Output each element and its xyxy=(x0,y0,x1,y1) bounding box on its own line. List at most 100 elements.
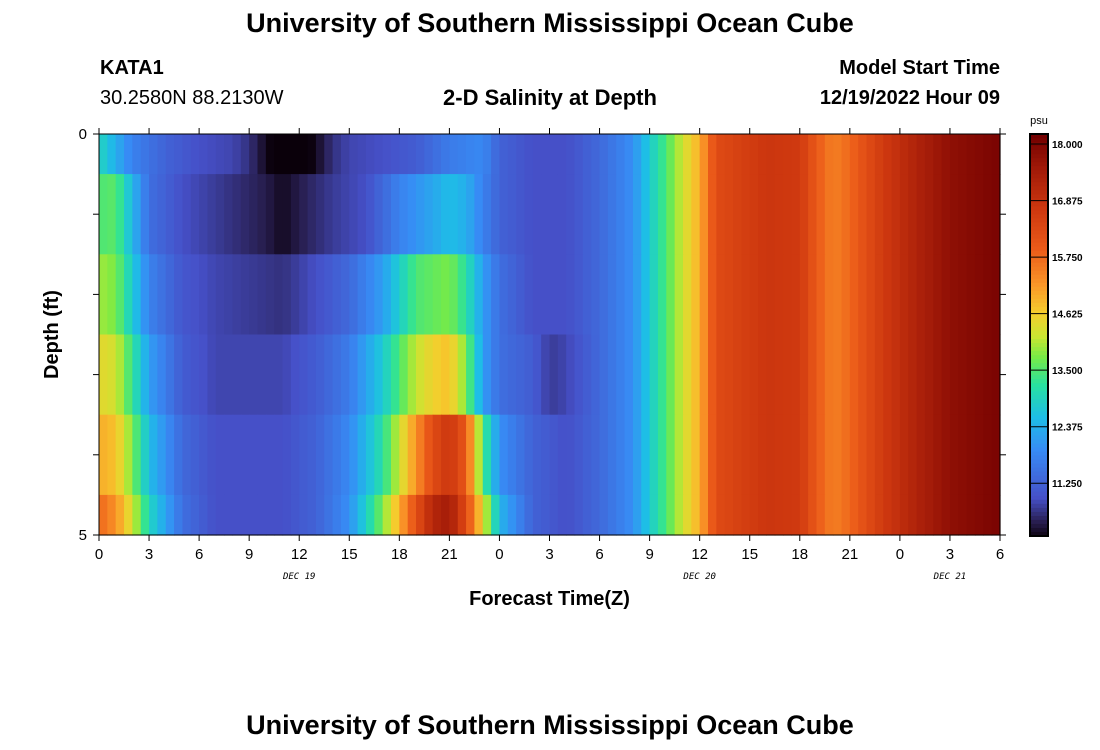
x-axis-title: Forecast Time(Z) xyxy=(469,588,630,610)
heatmap-cell xyxy=(574,414,584,496)
heatmap-cell xyxy=(733,254,742,336)
heatmap-cell xyxy=(791,334,801,416)
heatmap-cell xyxy=(307,414,317,496)
heatmap-cell xyxy=(966,334,976,416)
heatmap-cell xyxy=(265,414,275,496)
heatmap-cell xyxy=(724,254,734,336)
heatmap-cell xyxy=(549,174,559,255)
heatmap-cell xyxy=(924,174,934,255)
heatmap-cell xyxy=(482,174,492,255)
colorbar-segment xyxy=(1030,330,1048,336)
heatmap-cell xyxy=(149,134,158,175)
heatmap-cell xyxy=(916,174,926,255)
heatmap-cell xyxy=(224,134,234,175)
heatmap-cell xyxy=(916,254,926,336)
x-tick-label: 18 xyxy=(391,546,408,563)
heatmap-cell xyxy=(674,494,684,536)
colorbar-segment xyxy=(1030,395,1048,400)
heatmap-cell xyxy=(891,334,901,416)
colorbar-segment xyxy=(1030,178,1048,183)
heatmap-cell xyxy=(132,174,142,255)
heatmap-cell xyxy=(157,414,167,496)
heatmap-cell xyxy=(416,414,425,496)
heatmap-cell xyxy=(574,174,584,255)
heatmap-cell xyxy=(399,334,409,416)
heatmap-cell xyxy=(507,334,517,416)
heatmap-cell xyxy=(507,134,517,175)
heatmap-cell xyxy=(124,134,133,175)
heatmap-cell xyxy=(357,334,367,416)
heatmap-cell xyxy=(199,254,209,336)
heatmap-cell xyxy=(824,494,834,536)
heatmap-cell xyxy=(891,174,901,255)
heatmap-cell xyxy=(315,134,325,175)
date-label: DEC 20 xyxy=(682,572,716,582)
heatmap-cell xyxy=(858,174,868,255)
heatmap-cell xyxy=(99,414,108,496)
heatmap-cell xyxy=(257,174,267,255)
heatmap-cell xyxy=(132,334,142,416)
x-tick-label: 12 xyxy=(691,546,708,563)
heatmap-cell xyxy=(808,414,818,496)
heatmap-cell xyxy=(849,254,859,336)
heatmap-cell xyxy=(449,414,459,496)
heatmap-cell xyxy=(115,414,125,496)
heatmap-cell xyxy=(682,414,692,496)
heatmap-cell xyxy=(874,174,884,255)
heatmap-cell xyxy=(257,334,267,416)
heatmap-cell xyxy=(165,254,175,336)
heatmap-cell xyxy=(299,414,309,496)
heatmap-cell xyxy=(249,494,259,536)
heatmap-cell xyxy=(507,254,517,336)
heatmap-cell xyxy=(190,334,200,416)
heatmap-cell xyxy=(582,494,592,536)
colorbar-segment xyxy=(1030,451,1048,457)
heatmap-cell xyxy=(899,254,909,336)
heatmap-cell xyxy=(190,174,200,255)
heatmap-cell xyxy=(424,174,434,255)
heatmap-cell xyxy=(399,174,409,255)
heatmap-cell xyxy=(557,254,567,336)
colorbar-segment xyxy=(1030,238,1048,244)
heatmap-cell xyxy=(924,494,934,536)
heatmap-cell xyxy=(991,174,1001,255)
heatmap-cell xyxy=(541,134,551,175)
heatmap-cell xyxy=(516,414,526,496)
heatmap-cell xyxy=(774,494,784,536)
heatmap-cell xyxy=(332,134,342,175)
heatmap-cell xyxy=(549,254,559,336)
heatmap-cell xyxy=(991,334,1001,416)
colorbar-segment xyxy=(1030,363,1048,368)
heatmap-cell xyxy=(833,174,843,255)
heatmap-cell xyxy=(883,334,893,416)
heatmap-cell xyxy=(774,134,784,175)
heatmap-cell xyxy=(541,494,551,536)
heatmap-cell xyxy=(282,494,292,536)
heatmap-cell xyxy=(282,134,292,175)
heatmap-cell xyxy=(107,174,117,255)
heatmap-cell xyxy=(724,334,734,416)
heatmap-cell xyxy=(524,494,534,536)
heatmap-cell xyxy=(507,494,517,536)
x-tick-label: 0 xyxy=(95,546,103,563)
heatmap-cell xyxy=(541,414,551,496)
heatmap-cell xyxy=(674,414,684,496)
heatmap-cell xyxy=(165,334,175,416)
heatmap-cell xyxy=(949,334,959,416)
colorbar-segment xyxy=(1030,431,1048,437)
heatmap-cell xyxy=(249,134,259,175)
heatmap-cell xyxy=(582,174,592,255)
heatmap-cell xyxy=(741,334,751,416)
heatmap-cell xyxy=(833,134,843,175)
heatmap-cell xyxy=(541,174,551,255)
heatmap-cell xyxy=(157,134,167,175)
footer-title: University of Southern Mississippi Ocean… xyxy=(246,710,854,740)
heatmap-cell xyxy=(691,414,701,496)
heatmap-cell xyxy=(491,334,501,416)
heatmap-cell xyxy=(566,134,576,175)
colorbar-segment xyxy=(1030,455,1048,461)
x-tick-label: 6 xyxy=(195,546,203,563)
heatmap-cell xyxy=(574,334,584,416)
colorbar-tick-label: 11.250 xyxy=(1052,479,1082,490)
heatmap-cell xyxy=(424,254,434,336)
